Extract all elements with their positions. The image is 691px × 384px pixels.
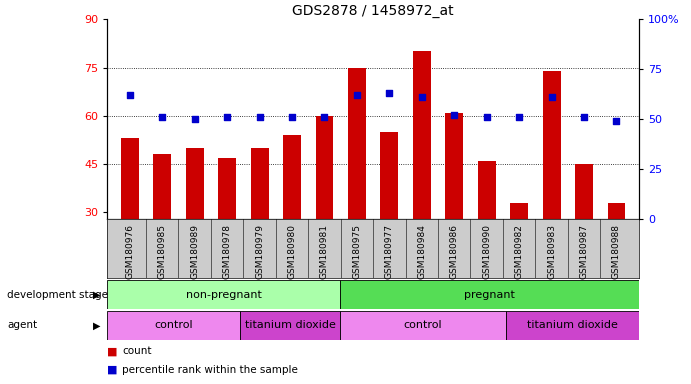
Point xyxy=(222,114,233,120)
Text: GSM180977: GSM180977 xyxy=(385,223,394,279)
Point xyxy=(416,94,427,100)
Text: GSM180987: GSM180987 xyxy=(580,223,589,279)
Point xyxy=(287,114,298,120)
Bar xyxy=(413,51,430,309)
Bar xyxy=(107,280,340,309)
Point xyxy=(513,114,524,120)
Point xyxy=(319,114,330,120)
Bar xyxy=(251,148,269,309)
Text: titanium dioxide: titanium dioxide xyxy=(527,320,618,331)
Text: non-pregnant: non-pregnant xyxy=(186,290,261,300)
Point xyxy=(384,90,395,96)
Bar xyxy=(381,132,398,309)
Bar xyxy=(510,203,528,309)
Text: percentile rank within the sample: percentile rank within the sample xyxy=(122,365,299,375)
Text: development stage: development stage xyxy=(7,290,108,300)
Bar xyxy=(153,154,171,309)
Bar xyxy=(575,164,593,309)
Bar xyxy=(477,161,495,309)
Text: GSM180981: GSM180981 xyxy=(320,223,329,279)
Text: agent: agent xyxy=(7,320,37,331)
Bar xyxy=(348,68,366,309)
Bar xyxy=(283,135,301,309)
Text: ▶: ▶ xyxy=(93,320,100,331)
Point xyxy=(157,114,168,120)
Text: GSM180985: GSM180985 xyxy=(158,223,167,279)
Bar xyxy=(218,158,236,309)
Text: GSM180983: GSM180983 xyxy=(547,223,556,279)
Bar xyxy=(107,311,240,340)
Bar xyxy=(542,71,560,309)
Point xyxy=(546,94,557,100)
Text: GSM180982: GSM180982 xyxy=(515,223,524,278)
Bar xyxy=(445,113,463,309)
Text: GSM180976: GSM180976 xyxy=(125,223,134,279)
Bar xyxy=(340,311,506,340)
Point xyxy=(352,92,363,98)
Bar xyxy=(240,311,340,340)
Text: GSM180986: GSM180986 xyxy=(450,223,459,279)
Point xyxy=(254,114,265,120)
Point xyxy=(611,118,622,124)
Text: ▶: ▶ xyxy=(93,290,100,300)
Text: pregnant: pregnant xyxy=(464,290,515,300)
Text: control: control xyxy=(154,320,193,331)
Point xyxy=(578,114,589,120)
Text: GSM180989: GSM180989 xyxy=(190,223,199,279)
Text: GSM180984: GSM180984 xyxy=(417,223,426,278)
Bar xyxy=(340,280,639,309)
Text: ■: ■ xyxy=(107,346,117,356)
Bar xyxy=(121,138,139,309)
Bar xyxy=(607,203,625,309)
Point xyxy=(448,112,460,118)
Text: GSM180975: GSM180975 xyxy=(352,223,361,279)
Bar xyxy=(186,148,204,309)
Text: GSM180979: GSM180979 xyxy=(255,223,264,279)
Text: GSM180978: GSM180978 xyxy=(223,223,231,279)
Point xyxy=(124,92,135,98)
Text: control: control xyxy=(404,320,442,331)
Text: titanium dioxide: titanium dioxide xyxy=(245,320,335,331)
Title: GDS2878 / 1458972_at: GDS2878 / 1458972_at xyxy=(292,4,454,18)
Text: ■: ■ xyxy=(107,365,117,375)
Text: GSM180990: GSM180990 xyxy=(482,223,491,279)
Point xyxy=(189,116,200,122)
Text: GSM180988: GSM180988 xyxy=(612,223,621,279)
Bar xyxy=(316,116,333,309)
Point xyxy=(481,114,492,120)
Text: count: count xyxy=(122,346,152,356)
Text: GSM180980: GSM180980 xyxy=(287,223,296,279)
Bar xyxy=(506,311,639,340)
